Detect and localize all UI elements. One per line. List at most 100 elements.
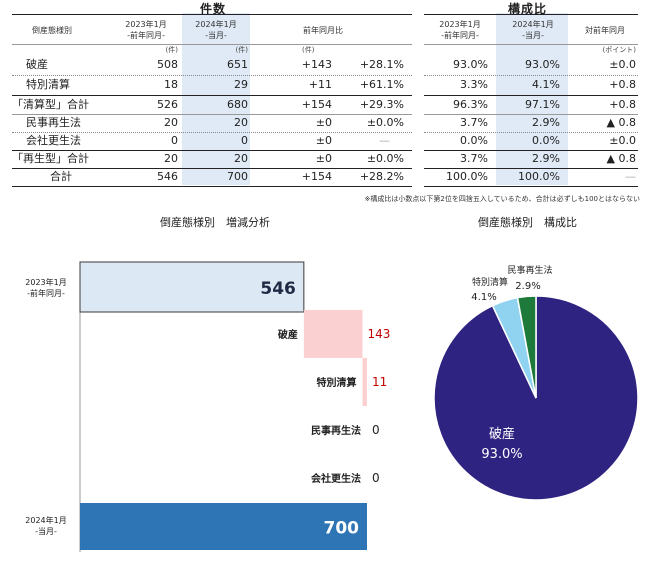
cell-cur: 20 [234, 116, 248, 129]
row-divider-strong [12, 150, 412, 151]
cell-share-prev: 3.7% [460, 152, 488, 165]
waterfall-category-label: 会社更生法 [311, 472, 361, 485]
waterfall-bar-end [80, 503, 367, 550]
cell-diff: ±0 [315, 134, 332, 147]
cell-share-diff: ▲ 0.8 [606, 152, 636, 165]
cell-share-diff: ±0.0 [609, 58, 636, 71]
header-prev-sub: -前年同月- [127, 31, 165, 40]
header-cur-sub: -当月- [205, 31, 227, 40]
row-divider-strong [12, 95, 412, 96]
row-divider [12, 75, 412, 76]
waterfall-bar-1 [303, 310, 363, 358]
waterfall-bar-2 [362, 358, 367, 406]
cell-diff: +154 [301, 98, 332, 111]
cell-share-diff: ±0.0 [609, 134, 636, 147]
waterfall-bar-start [79, 261, 305, 313]
waterfall-data-label: 0 [372, 423, 380, 437]
row-label: 「清算型」合計 [12, 98, 89, 111]
cell-prev: 20 [164, 116, 178, 129]
waterfall-end-label-line2: -当月- [35, 527, 57, 536]
unit-cur: (件) [235, 46, 248, 54]
table-top-line-left [12, 14, 412, 15]
waterfall-chart: 546 破産 143 特別清算 11 民事再生法 0 会社更生法 0 700 [79, 261, 390, 552]
waterfall-start-label: 2023年1月 -前年同月- [18, 277, 74, 299]
cell-prev: 526 [157, 98, 178, 111]
cell-pct: — [379, 134, 390, 147]
cell-prev: 18 [164, 78, 178, 91]
cell-pct: +28.1% [359, 58, 404, 71]
header-yoy: 前年同月比 [303, 26, 343, 35]
waterfall-category-label: 民事再生法 [311, 424, 361, 437]
row-label: 破産 [26, 58, 48, 71]
header-share-cur-sub: -当月- [522, 31, 544, 40]
header-prev-month: 2023年1月 [125, 20, 167, 29]
header-share-prev-sub: -前年同月- [441, 31, 479, 40]
cell-share-cur: 2.9% [532, 152, 560, 165]
pie-value-bankruptcy: 93.0% [481, 447, 522, 462]
row-divider [424, 114, 638, 115]
cell-cur: 29 [234, 78, 248, 91]
cell-cur: 0 [241, 134, 248, 147]
pie-label-civil: 民事再生法 [507, 264, 552, 276]
cell-share-cur: 93.0% [525, 58, 560, 71]
row-label: 「再生型」合計 [12, 152, 89, 165]
row-divider [424, 132, 638, 133]
footnote: ※構成比は小数点以下第2位を四捨五入しているため、合計は必ずしも100とはならな… [364, 195, 640, 203]
cell-prev: 0 [171, 134, 178, 147]
cell-prev: 20 [164, 152, 178, 165]
waterfall-data-label: 143 [367, 327, 390, 341]
cell-share-prev: 93.0% [453, 58, 488, 71]
cell-diff: +154 [301, 170, 332, 183]
cell-share-cur: 0.0% [532, 134, 560, 147]
pie-label-special: 特別清算 [472, 276, 508, 288]
row-divider [12, 114, 412, 115]
header-bottom-line-left [12, 44, 412, 45]
row-divider-strong [424, 95, 638, 96]
waterfall-end-label: 2024年1月 -当月- [18, 515, 74, 537]
cell-share-cur: 4.1% [532, 78, 560, 91]
row-label: 民事再生法 [26, 116, 81, 129]
pie-title: 倒産態様別 構成比 [478, 216, 577, 229]
cell-cur: 20 [234, 152, 248, 165]
cell-pct: ±0.0% [366, 152, 404, 165]
table-top-line-right [424, 14, 638, 15]
row-divider-strong [12, 168, 412, 169]
unit-prev: (件) [165, 46, 178, 54]
waterfall-data-label: 0 [372, 471, 380, 485]
waterfall-start-label-line2: -前年同月- [27, 289, 65, 298]
cell-prev: 508 [157, 58, 178, 71]
header-share-cur-month: 2024年1月 [512, 20, 554, 29]
table-bottom-line [424, 186, 638, 187]
cell-share-diff: ▲ 0.8 [606, 116, 636, 129]
cell-share-prev: 3.3% [460, 78, 488, 91]
cell-prev: 546 [157, 170, 178, 183]
cell-share-prev: 3.7% [460, 116, 488, 129]
row-label: 特別清算 [26, 78, 70, 91]
pie-value-civil: 2.9% [515, 281, 540, 292]
row-divider-strong [424, 150, 638, 151]
current-month-highlight [182, 13, 250, 185]
waterfall-start-label-line1: 2023年1月 [25, 278, 67, 287]
cell-diff: ±0 [315, 116, 332, 129]
cell-share-prev: 100.0% [446, 170, 488, 183]
waterfall-value-start: 546 [260, 279, 296, 299]
cell-cur: 651 [227, 58, 248, 71]
row-divider [424, 75, 638, 76]
row-label: 合計 [50, 170, 72, 183]
cell-share-diff: +0.8 [609, 98, 636, 111]
cell-share-prev: 0.0% [460, 134, 488, 147]
row-label: 会社更生法 [26, 134, 81, 147]
cell-diff: +11 [308, 78, 332, 91]
cell-diff: ±0 [315, 152, 332, 165]
cell-share-cur: 2.9% [532, 116, 560, 129]
waterfall-value-end: 700 [324, 519, 360, 539]
cell-pct: ±0.0% [366, 116, 404, 129]
cell-pct: +28.2% [359, 170, 404, 183]
cell-pct: +61.1% [359, 78, 404, 91]
pie-value-special: 4.1% [471, 292, 496, 303]
table-bottom-line [12, 186, 412, 187]
pie-label-bankruptcy: 破産 [489, 426, 515, 442]
waterfall-title: 倒産態様別 増減分析 [160, 216, 270, 229]
current-share-highlight [496, 13, 568, 185]
cell-share-diff: — [625, 170, 636, 183]
